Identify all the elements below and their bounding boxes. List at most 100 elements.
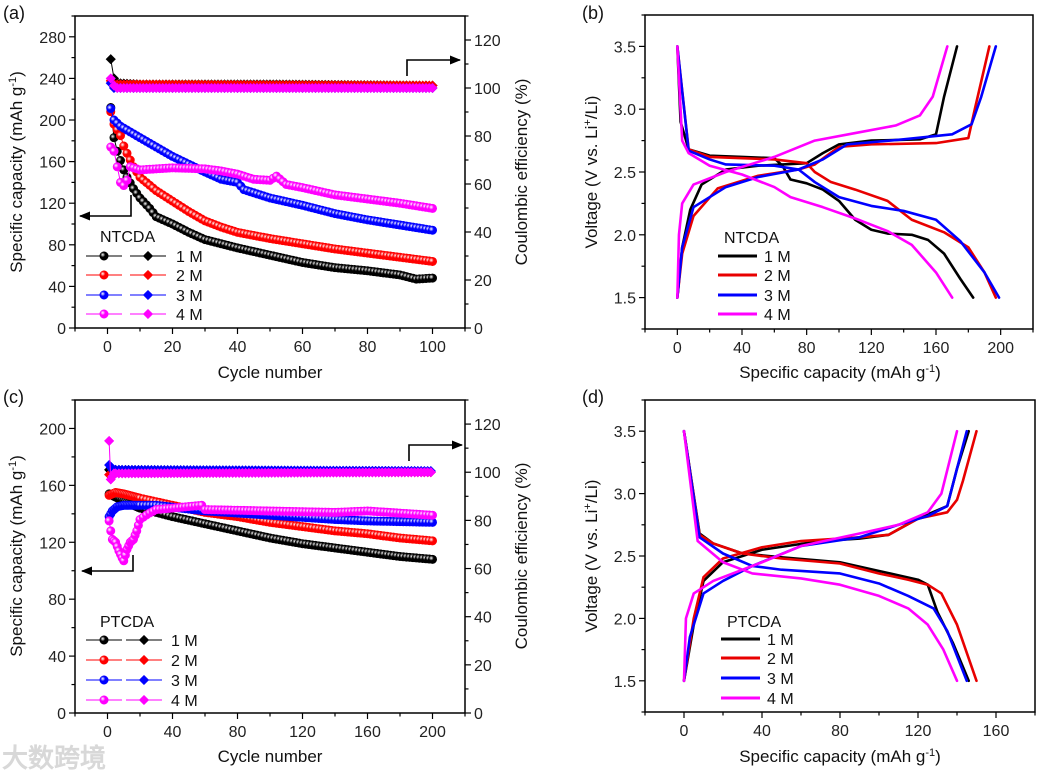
x-tick-label: 120 [905, 723, 932, 740]
legend-label: 3 M [764, 288, 791, 305]
panel-a: (a) 0 20 40 60 80 100 0 40 80 120 160 200 240 280 0 20 40… [3, 3, 531, 382]
y-axis-title: Voltage (V vs. Li+/Li) [582, 480, 601, 633]
left-axis-arrow [78, 195, 132, 221]
series-3M [682, 429, 969, 683]
x-tick-label: 80 [359, 339, 377, 356]
y2-tick-label: 20 [474, 658, 492, 675]
legend-item: 4 M [721, 691, 794, 708]
y-axis-title-part: -1 [7, 77, 19, 87]
x-tick-label: 40 [733, 340, 751, 357]
ce-marker [103, 435, 115, 447]
legend-label: 4 M [767, 691, 794, 708]
y-axis-title-part: Specific capacity (mAh g [7, 87, 26, 273]
ce-marker [138, 654, 150, 666]
y-tick-label: 120 [39, 196, 66, 213]
x-tick-label: 0 [673, 340, 682, 357]
y-tick-label: 160 [39, 478, 66, 495]
y-tick-label: 3.0 [614, 487, 636, 504]
legend-item: 2 M [721, 651, 794, 668]
legend-item: 4 M [86, 693, 198, 710]
y-tick-label: 160 [39, 155, 66, 172]
x-axis-title-part: Specific capacity (mAh g [739, 363, 925, 382]
watermark-logo: 大数跨境 [2, 743, 106, 770]
y-axis-title-part: + [582, 503, 594, 509]
legend-item: 1 M [86, 249, 203, 266]
charge-curve [676, 45, 949, 299]
legend-label: 4 M [171, 693, 198, 710]
x-tick-label: 100 [419, 339, 446, 356]
panel-label: (d) [582, 387, 604, 407]
legend-label: 2 M [767, 651, 794, 668]
capacity-marker [112, 162, 122, 172]
plot-area [105, 54, 438, 284]
discharge-curve [676, 45, 1001, 299]
y-axis-title-part: Voltage (V vs. Li [582, 126, 601, 249]
legend-item: 2 M [718, 268, 791, 285]
x-tick-label: 120 [858, 340, 885, 357]
legend-item: 3 M [718, 288, 791, 305]
panel-d: (d) 0 40 80 120 160 1.5 2.0 2.5 3.0 3.5 Specific ca… [582, 387, 1036, 766]
x-axis-title-part: ) [935, 747, 941, 766]
charge-curve [682, 429, 969, 683]
capacity-marker [106, 104, 116, 114]
capacity-marker [109, 146, 119, 156]
y-tick-label: 3.5 [614, 424, 636, 441]
x-tick-label: 80 [798, 340, 816, 357]
y2-tick-label: 0 [474, 706, 483, 723]
panel-label: (a) [3, 3, 25, 23]
capacity-marker [99, 655, 109, 665]
capacity-marker [99, 290, 109, 300]
x-tick-label: 0 [680, 723, 689, 740]
panel-label: (c) [3, 387, 24, 407]
capacity-marker [99, 309, 109, 319]
discharge-curve [682, 429, 969, 683]
discharge-curve [676, 45, 954, 299]
x-tick-label: 60 [294, 339, 312, 356]
panel-label: (b) [582, 3, 604, 23]
left-axis-arrow [80, 555, 134, 576]
capacity-marker [99, 251, 109, 261]
legend-label: 4 M [176, 307, 203, 324]
y-axis-title: Specific capacity (mAh g-1) [7, 455, 26, 657]
x-tick-label: 200 [419, 724, 446, 741]
y-axis-title-part: /Li) [582, 96, 601, 120]
legend: NTCDA 1 M 2 M 3 M 4 M [718, 230, 791, 324]
x-axis-title: Specific capacity (mAh g-1) [739, 363, 941, 382]
y-tick-label: 2.0 [614, 228, 636, 245]
capacity-marker [99, 270, 109, 280]
ce-marker [138, 694, 150, 706]
legend-label: 2 M [764, 268, 791, 285]
y-tick-label: 3.5 [614, 39, 636, 56]
legend-item: 3 M [86, 673, 198, 690]
y2-tick-label: 120 [474, 33, 501, 50]
series-1M [676, 45, 975, 299]
y-tick-label: 0 [57, 321, 66, 338]
x-tick-label: 160 [923, 340, 950, 357]
y-tick-label: 0 [57, 706, 66, 723]
legend-label: 2 M [176, 268, 203, 285]
legend-label: 1 M [176, 249, 203, 266]
y2-tick-label: 60 [474, 562, 492, 579]
ce-marker [142, 250, 154, 262]
ce-marker [105, 73, 116, 84]
y-tick-label: 80 [48, 238, 66, 255]
legend-item: 3 M [86, 288, 203, 305]
legend-label: 3 M [171, 673, 198, 690]
x-tick-label: 0 [103, 339, 112, 356]
capacity-marker [427, 510, 437, 520]
legend-label: 2 M [171, 653, 198, 670]
x-tick-label: 20 [164, 339, 182, 356]
y-tick-label: 1.5 [614, 291, 636, 308]
y2-tick-label: 40 [474, 225, 492, 242]
plot-frame [644, 399, 1036, 713]
series-3M [676, 45, 1001, 299]
series-4M [105, 73, 438, 213]
plot-area [103, 435, 437, 566]
x-axis-title: Specific capacity (mAh g-1) [739, 747, 941, 766]
x-tick-label: 200 [987, 340, 1014, 357]
ce-marker [142, 289, 154, 301]
y-axis-title-part: Voltage (V vs. Li [582, 510, 601, 633]
y2-tick-label: 80 [474, 129, 492, 146]
legend-item: 3 M [721, 671, 794, 688]
